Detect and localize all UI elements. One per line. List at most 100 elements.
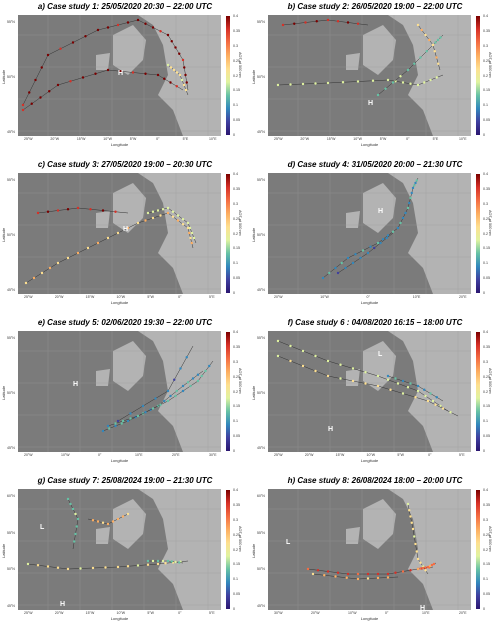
aot-measurement-point xyxy=(419,567,422,570)
aot-measurement-point xyxy=(116,23,120,27)
latitude-tick-label: 55°N xyxy=(257,336,265,340)
aot-measurement-point xyxy=(119,70,122,73)
longitude-tick-label: 10°W xyxy=(353,137,362,141)
colorbar-tick-label: 0 xyxy=(483,291,485,295)
aot-measurement-point xyxy=(200,374,203,378)
aot-measurement-point xyxy=(304,21,307,24)
great-britain-land xyxy=(363,25,396,75)
aot-measurement-point xyxy=(66,256,70,260)
aot-measurement-point xyxy=(416,557,420,561)
panel-title: e) Case study 5: 02/06/2020 19:30 – 22:0… xyxy=(37,318,213,327)
aot-measurement-point xyxy=(146,563,150,566)
x-axis-label: Longitude xyxy=(110,300,129,305)
aot-measurement-point xyxy=(424,394,427,398)
aot-measurement-point xyxy=(376,576,380,580)
aot-measurement-point xyxy=(420,28,423,32)
colorbar-tick-label: 0 xyxy=(483,607,485,611)
aot-measurement-point xyxy=(404,211,407,215)
aot-measurement-point xyxy=(386,78,390,82)
colorbar-tick-label: 0.4 xyxy=(233,14,238,18)
continental-europe-land xyxy=(388,331,471,452)
aot-measurement-point xyxy=(386,576,390,579)
colorbar-label: AOT at 500 nm xyxy=(488,526,492,552)
colorbar-tick-label: 0.05 xyxy=(483,592,490,597)
colorbar-tick-label: 0 xyxy=(233,449,235,453)
longitude-tick-label: 15°W xyxy=(76,137,86,141)
longitude-tick-label: 5°E xyxy=(432,137,439,141)
x-axis-label: Longitude xyxy=(110,616,129,621)
map-svg xyxy=(268,15,471,136)
ireland-land xyxy=(346,527,360,544)
longitude-tick-label: 0° xyxy=(385,611,389,615)
aot-measurement-point xyxy=(326,374,330,378)
aot-measurement-point xyxy=(174,560,177,564)
aot-measurement-point xyxy=(151,216,155,220)
aot-measurement-point xyxy=(144,219,147,222)
aot-measurement-point xyxy=(414,542,417,546)
aot-measurement-point xyxy=(106,424,110,428)
y-axis-label: Latitude xyxy=(251,227,256,242)
panel-title: b) Case study 2: 26/05/2020 19:00 – 22:0… xyxy=(287,2,463,11)
colorbar-tick-label: 0.05 xyxy=(233,118,240,123)
aot-colorbar xyxy=(476,16,480,135)
aot-measurement-point xyxy=(428,38,431,42)
latitude-tick-label: 50°N xyxy=(257,233,265,237)
aot-measurement-point xyxy=(289,359,292,363)
aot-measurement-point xyxy=(186,221,190,225)
aot-measurement-point xyxy=(314,354,317,358)
aot-measurement-point xyxy=(314,82,317,85)
aot-measurement-point xyxy=(328,271,331,275)
colorbar-tick-label: 0 xyxy=(483,133,485,137)
aot-measurement-point xyxy=(46,565,50,568)
great-britain-land xyxy=(113,183,146,233)
colorbar-tick-label: 0.4 xyxy=(233,330,238,334)
colorbar-label: AOT at 500 nm xyxy=(238,52,242,78)
colorbar-label: AOT at 500 nm xyxy=(238,210,242,236)
aot-measurement-point xyxy=(373,246,376,250)
aot-measurement-point xyxy=(144,411,147,414)
aot-measurement-point xyxy=(435,56,438,59)
aot-measurement-point xyxy=(28,91,31,94)
longitude-tick-label: 10°E xyxy=(412,295,421,299)
aot-measurement-point xyxy=(151,559,155,563)
aot-measurement-point xyxy=(116,565,120,569)
panel-title: c) Case study 3: 27/05/2020 19:00 – 20:3… xyxy=(37,160,213,169)
y-axis-label: Latitude xyxy=(1,69,6,84)
aot-measurement-point xyxy=(426,399,430,403)
colorbar-tick-label: 0.25 xyxy=(233,532,240,537)
aot-measurement-point xyxy=(151,26,155,29)
colorbar-tick-label: 0.3 xyxy=(233,43,238,48)
aot-measurement-point xyxy=(69,502,72,506)
great-britain-land xyxy=(363,341,396,391)
aot-measurement-point xyxy=(356,22,360,25)
longitude-tick-label: 25°W xyxy=(24,295,33,299)
aot-colorbar xyxy=(476,332,480,451)
latitude-tick-label: 50°N xyxy=(257,75,265,79)
colorbar-tick-label: 0.3 xyxy=(233,517,238,522)
aot-measurement-point xyxy=(32,276,36,280)
latitude-tick-label: 45°N xyxy=(7,604,15,608)
colorbar-tick-label: 0.2 xyxy=(233,389,238,394)
aot-measurement-point xyxy=(385,236,388,240)
colorbar-tick-label: 0.2 xyxy=(233,73,238,78)
map-area: H xyxy=(18,173,221,294)
aot-measurement-point xyxy=(166,206,170,210)
aot-measurement-point xyxy=(424,569,427,572)
longitude-tick-label: 20°W xyxy=(274,295,283,299)
aot-measurement-point xyxy=(413,535,416,538)
aot-measurement-point xyxy=(326,18,330,22)
aot-measurement-point xyxy=(326,359,330,363)
ireland-land xyxy=(96,211,110,228)
y-axis-label: Latitude xyxy=(1,227,6,242)
aot-measurement-point xyxy=(84,35,87,38)
latitude-tick-label: 50°N xyxy=(7,567,15,572)
high-pressure-marker: H xyxy=(60,601,66,608)
aot-measurement-point xyxy=(386,374,390,378)
aot-measurement-point xyxy=(156,562,160,566)
map-panel-2: b) Case study 2: 26/05/2020 19:00 – 22:0… xyxy=(251,2,498,157)
great-britain-land xyxy=(113,25,146,75)
aot-measurement-point xyxy=(306,567,310,571)
aot-measurement-point xyxy=(141,404,145,408)
colorbar-tick-label: 0.35 xyxy=(483,502,490,507)
low-pressure-marker: L xyxy=(378,351,383,358)
